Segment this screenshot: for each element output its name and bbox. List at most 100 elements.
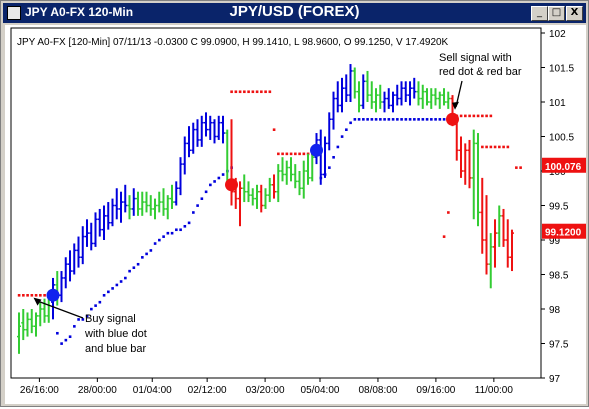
price-label-box [542,157,586,173]
red-stop-dot [294,152,297,156]
blue-stop-dot [417,118,420,121]
title-bar[interactable]: JPY A0-FX 120-Min JPY/USD (FOREX) _ □ X [3,3,586,23]
blue-stop-dot [391,118,395,121]
blue-stop-dot [408,118,412,121]
blue-stop-dot [115,283,119,287]
red-stop-dot [476,114,480,118]
blue-stop-dot [413,118,416,121]
blue-stop-dot [340,135,344,138]
blue-stop-dot [366,118,369,121]
red-stop-dot [302,152,306,156]
blue-stop-dot [362,118,365,121]
red-stop-dot [17,294,21,297]
blue-stop-dot [85,314,89,318]
red-stop-dot [26,294,29,297]
minimize-button[interactable]: _ [531,6,548,21]
red-stop-dot [502,145,505,149]
red-stop-dot [277,152,280,156]
blue-stop-dot [153,242,157,245]
blue-stop-dot [162,235,165,238]
x-tick-label: 26/16:00 [20,385,59,396]
y-tick-label: 99 [549,236,561,247]
red-stop-dot [272,128,276,131]
sell-annotation-arrowhead [452,101,459,110]
sell-signal-dot [446,112,459,126]
blue-stop-dot [442,118,446,121]
y-tick-label: 102 [549,29,566,40]
blue-stop-dot [328,166,331,169]
price-label-box [542,223,586,239]
blue-stop-dot [128,269,131,273]
red-stop-dot [43,294,46,297]
blue-stop-dot [111,287,114,290]
red-stop-dot [481,145,484,149]
buy-signal-dot [310,143,323,157]
blue-stop-dot [124,276,127,280]
blue-stop-dot [77,318,80,321]
x-tick-label: 11/00:00 [475,385,514,396]
red-stop-dot [515,166,518,169]
blue-stop-dot [141,256,144,259]
blue-stop-dot [396,118,399,121]
red-stop-dot [485,145,488,149]
x-tick-label: 28/00:00 [78,385,117,396]
red-stop-dot [264,90,267,94]
chart-app-icon [7,6,21,20]
red-stop-dot [485,114,488,118]
red-stop-dot [247,90,250,94]
blue-stop-dot [158,238,161,242]
x-tick-label: 09/16:00 [416,385,455,396]
buy-signal-dot [46,288,60,302]
blue-stop-dot [183,225,187,228]
price-label-text: 99.1200 [545,228,582,239]
blue-stop-dot [438,118,442,121]
blue-stop-dot [209,183,212,187]
blue-stop-dot [217,176,221,180]
red-stop-dot [519,166,522,169]
x-tick-label: 01/04:00 [133,385,172,396]
red-stop-dot [489,114,493,118]
y-tick-label: 100.5 [549,133,574,144]
y-tick-label: 101 [549,98,566,109]
blue-stop-dot [425,118,429,121]
red-stop-dot [281,152,284,156]
blue-stop-dot [379,118,382,121]
x-tick-label: 03/20:00 [246,385,285,396]
red-stop-dot [447,211,450,214]
blue-stop-dot [149,249,153,252]
y-tick-label: 97 [549,374,561,385]
blue-stop-dot [132,266,136,269]
blue-stop-dot [383,118,386,121]
red-stop-dot [289,152,293,156]
blue-stop-dot [204,190,208,194]
blue-stop-dot [68,335,72,338]
red-stop-dot [22,294,25,297]
red-stop-dot [468,114,471,118]
x-tick-label: 08/08:00 [358,385,397,396]
blue-stop-dot [332,156,335,159]
red-stop-dot [251,90,255,94]
red-stop-dot [285,152,289,156]
blue-stop-dot [175,228,178,232]
sell-annotation-text: red dot & red bar [439,66,522,78]
plot-frame [10,27,542,379]
restore-button[interactable]: □ [548,6,565,21]
blue-stop-dot [349,121,352,125]
blue-stop-dot [374,118,378,121]
red-stop-dot [234,90,238,94]
blue-stop-dot [98,300,102,304]
red-stop-dot [39,294,42,297]
blue-stop-dot [73,325,76,328]
blue-stop-dot [119,280,123,283]
blue-stop-dot [421,118,425,121]
blue-stop-dot [221,173,225,176]
buy-annotation-text: Buy signal [85,313,136,325]
red-stop-dot [230,90,233,94]
sell-annotation-text: Sell signal with [439,52,512,64]
close-button[interactable]: X [566,6,583,21]
blue-stop-dot [94,304,97,307]
red-stop-dot [268,90,272,94]
buy-annotation-text: with blue dot [84,328,147,340]
price-label-text: 100.076 [545,162,582,173]
